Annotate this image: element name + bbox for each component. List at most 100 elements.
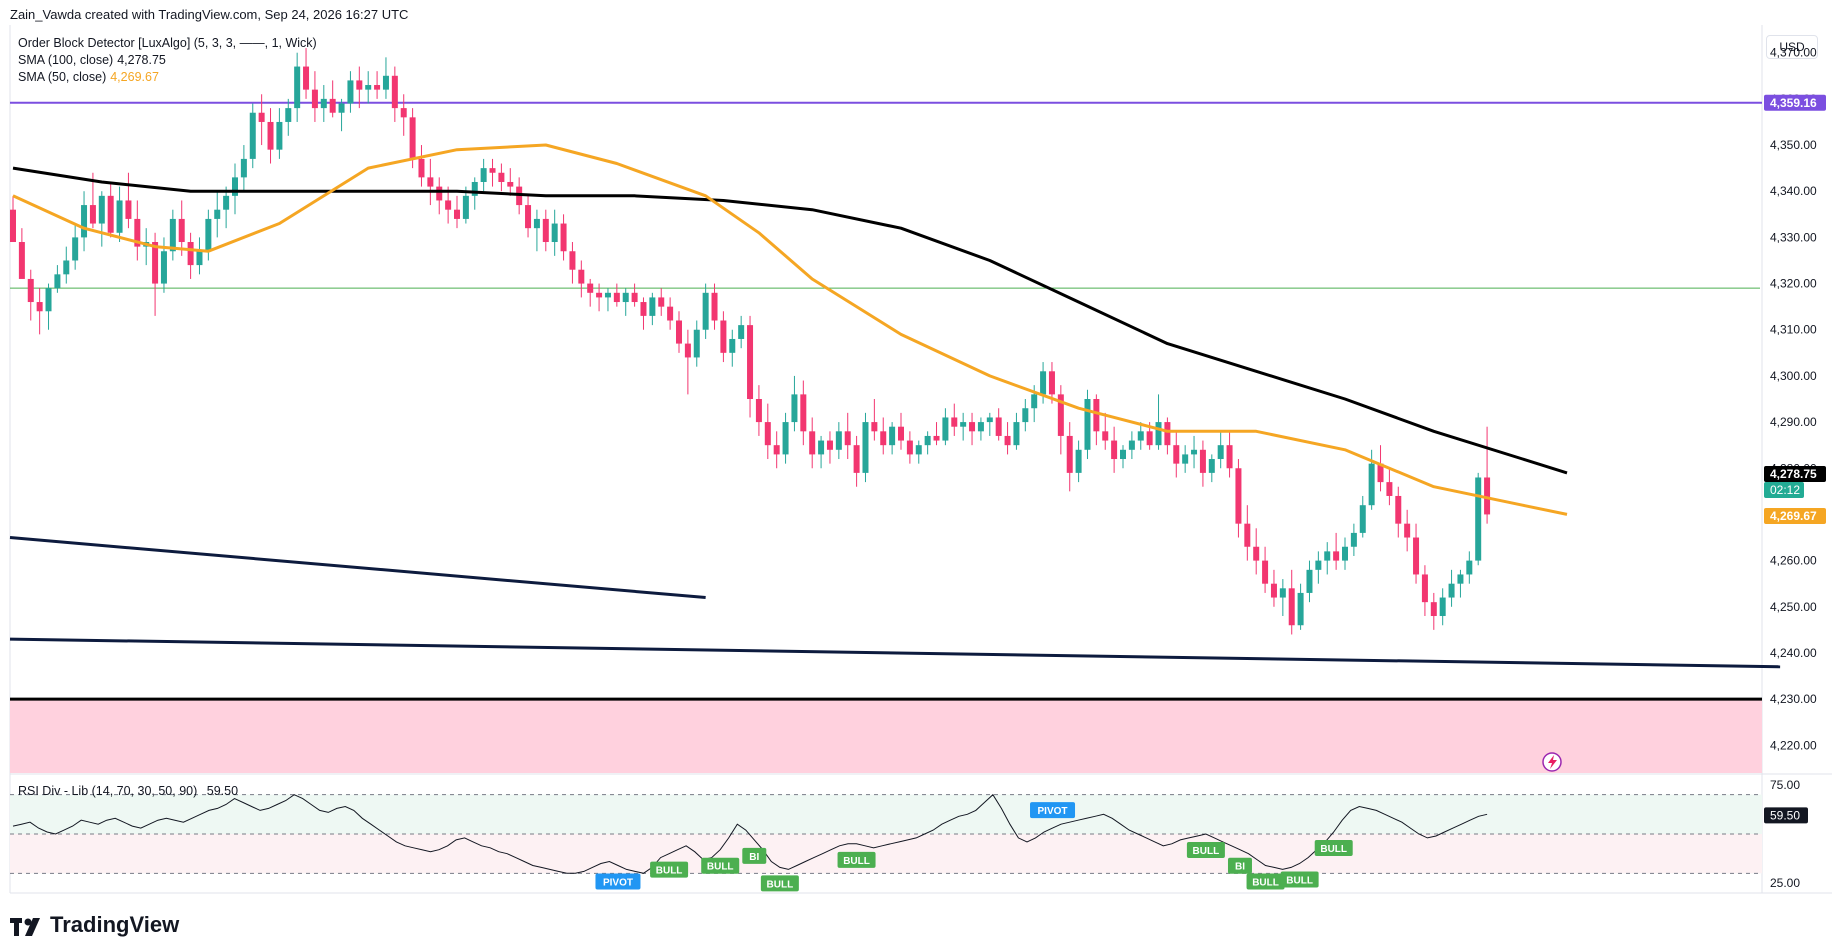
candle-body [658,297,665,307]
candle-body [382,75,389,90]
legend-sma50[interactable]: SMA (50, close) 4,269.67 [18,70,159,84]
candle [294,52,301,122]
candle [391,66,398,122]
candle-body [125,200,132,219]
candle [63,246,70,284]
chart-canvas[interactable]: 4,220.00 4,230.00 4,240.00 4,250.00 4,260.00… [0,0,1835,900]
candle [1173,431,1180,478]
candle [969,412,976,446]
brand-text: TradingView [50,912,180,937]
marker-label: BULL [707,862,734,873]
candle-body [1164,422,1171,446]
candle-body [747,325,754,399]
candle-body [693,329,700,358]
marker-label: BULL [1320,844,1347,855]
candle-body [1448,583,1455,598]
marker-label: BULL [843,856,870,867]
alert-lightning-icon [1542,752,1562,772]
candle-body [826,440,833,450]
y-tick-label: 4,300.00 [1770,369,1817,383]
candle [1226,431,1233,478]
candle [507,168,514,196]
candle [1120,445,1126,469]
legend-rsi[interactable]: RSI Div - Lib (14, 70, 30, 50, 90) 59.50 [18,784,238,798]
currency-button[interactable]: USD [1766,35,1818,59]
rsi-y-tick-label: 75.00 [1770,778,1800,792]
price-tag-label: 4,269.67 [1770,509,1817,523]
candle [1350,523,1357,556]
candle-body [986,417,993,423]
candle [498,163,505,192]
candle-body [1359,505,1366,533]
candle-body [356,80,363,90]
candle [382,57,389,99]
candle [187,232,194,279]
candle-body [542,218,549,243]
candle-body [205,218,212,252]
candle [551,209,558,256]
candle-body [942,417,949,441]
candle [1155,394,1162,450]
candle-body [320,98,327,109]
candle-body [711,292,718,321]
candle-body [800,394,807,432]
candle-body [1244,523,1251,547]
legend-order-block[interactable]: Order Block Detector [LuxAlgo] (5, 3, 3,… [18,36,317,50]
candle [427,158,434,206]
y-tick-label: 4,260.00 [1770,554,1817,568]
candle [924,431,931,455]
candle [285,98,292,136]
candle-body [1457,574,1464,584]
candle [1164,417,1171,455]
candle [311,71,318,122]
marker-label: PIVOT [1038,806,1068,817]
candle-body [436,186,443,201]
candle-body [276,121,283,150]
price-tag-label: 4,359.16 [1770,96,1817,110]
candle-body [471,181,478,196]
y-tick-label: 4,350.00 [1770,138,1817,152]
candle-body [45,288,52,312]
candle-body [1342,546,1348,561]
candle-body [214,209,221,219]
tradingview-logo[interactable]: TradingView [10,912,179,938]
candle-body [338,103,345,113]
candle-body [418,158,425,178]
candle-body [613,292,620,303]
candle-body [391,75,398,109]
candle-body [258,112,265,122]
candle [169,209,176,261]
candle [1297,583,1304,630]
candle [977,417,984,441]
price-tag: 4,359.16 [1764,94,1826,111]
candle [738,315,745,349]
candle-body [72,237,79,261]
candle [596,283,603,312]
candle-body [1324,551,1331,561]
candle-body [1191,449,1198,455]
rsi-label: RSI Div - Lib (14, 70, 30, 50, 90) [18,784,198,798]
candle [826,431,833,464]
candle-body [1146,431,1153,446]
candle-body [1137,431,1144,441]
candle-body [98,195,105,224]
rsi-upper-band [10,794,1762,834]
pivot-marker: PIVOT [595,873,641,890]
bull-marker: BI [742,847,767,864]
candle-body [676,320,682,344]
legend-sma100[interactable]: SMA (100, close) 4,278.75 [18,53,166,67]
candle [1253,528,1260,575]
candle-body [951,417,958,427]
candle [205,209,212,261]
y-tick-label: 4,370.00 [1770,46,1817,60]
candle [862,412,869,483]
candle-body [1208,459,1215,473]
marker-label: BULL [656,866,683,877]
candle-body [604,292,611,298]
candle [835,422,842,460]
candle [578,260,585,298]
candle [898,412,904,450]
candle-body [365,85,372,90]
candle-body [10,209,16,243]
candle-body [569,251,576,270]
